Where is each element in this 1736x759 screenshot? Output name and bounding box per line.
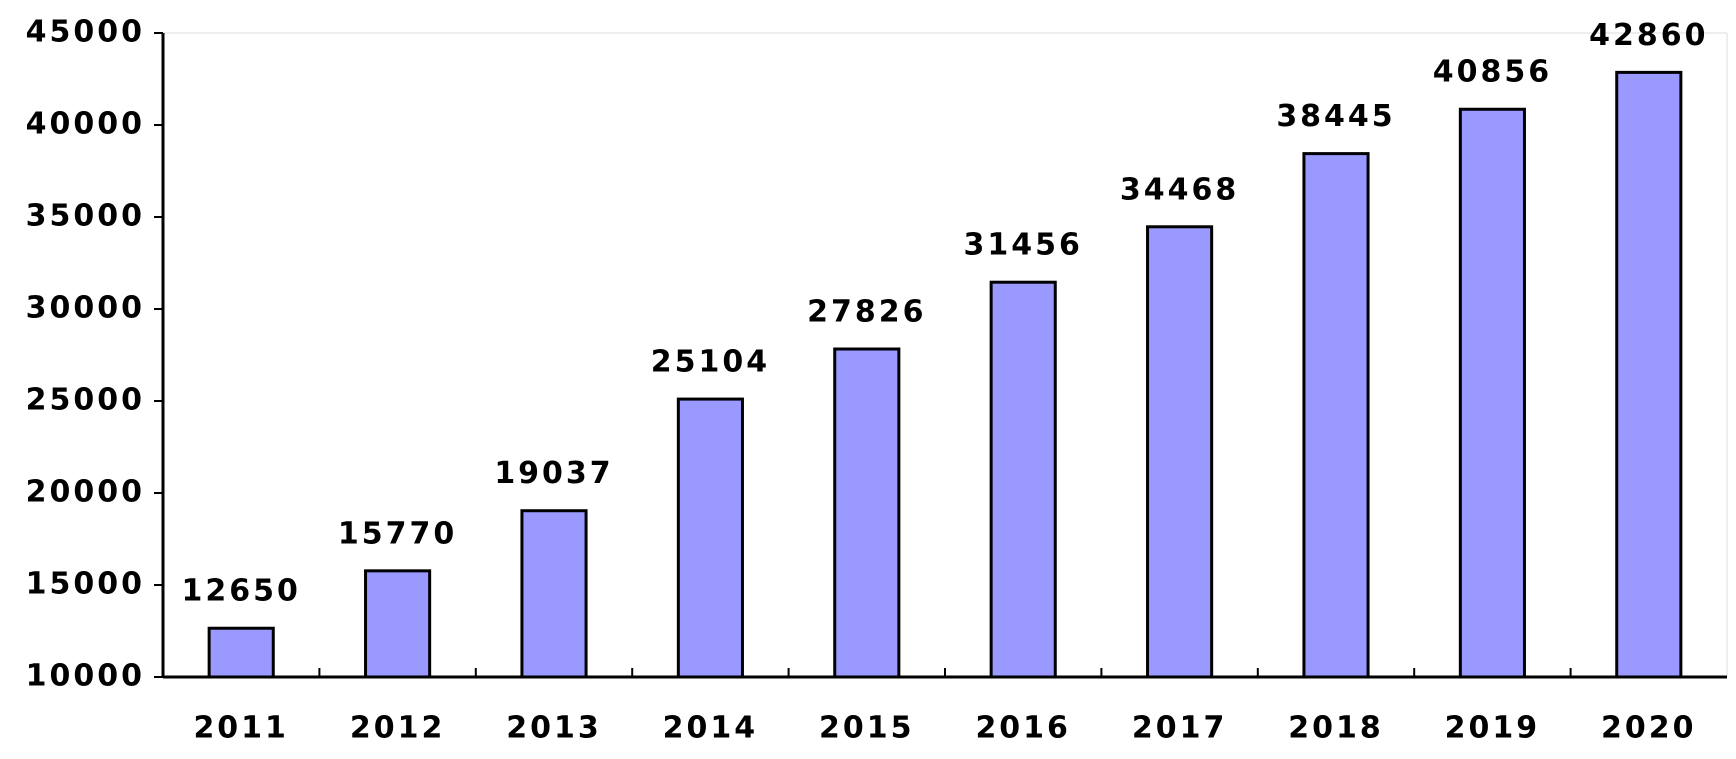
- bar: [520, 509, 588, 679]
- bar: [364, 569, 432, 679]
- value-label: 19037: [494, 456, 613, 491]
- bar: [989, 280, 1057, 679]
- y-tick-label: 40000: [26, 107, 145, 142]
- value-label: 27826: [807, 295, 926, 330]
- value-label: 34468: [1120, 172, 1239, 207]
- value-label: 40856: [1433, 55, 1552, 90]
- y-tick-label: 30000: [26, 291, 145, 326]
- x-tick-label: 2012: [350, 711, 446, 746]
- y-tick-label: 10000: [26, 659, 145, 694]
- x-tick-label: 2016: [975, 711, 1071, 746]
- y-tick-label: 15000: [26, 567, 145, 602]
- y-tick-label: 35000: [26, 199, 145, 234]
- y-tick-label: 45000: [26, 15, 145, 50]
- x-tick-label: 2017: [1132, 711, 1228, 746]
- value-label: 15770: [338, 516, 457, 551]
- bar: [1302, 152, 1370, 679]
- y-tick-label: 20000: [26, 475, 145, 510]
- x-tick-label: 2011: [193, 711, 289, 746]
- bar: [833, 347, 901, 679]
- y-tick-label: 25000: [26, 383, 145, 418]
- x-tick-label: 2014: [663, 711, 759, 746]
- x-tick-label: 2015: [819, 711, 915, 746]
- x-tick-label: 2018: [1288, 711, 1384, 746]
- bar: [1615, 70, 1683, 679]
- bar: [1458, 107, 1526, 679]
- value-label: 38445: [1276, 99, 1395, 134]
- x-tick-label: 2019: [1445, 711, 1541, 746]
- value-label: 31456: [964, 228, 1083, 263]
- value-label: 42860: [1589, 18, 1708, 53]
- bar: [1146, 225, 1214, 679]
- value-label: 12650: [182, 574, 301, 609]
- bar: [676, 397, 744, 679]
- x-tick-label: 2020: [1601, 711, 1697, 746]
- value-label: 25104: [651, 345, 770, 380]
- bar: [207, 626, 275, 679]
- x-tick-label: 2013: [506, 711, 602, 746]
